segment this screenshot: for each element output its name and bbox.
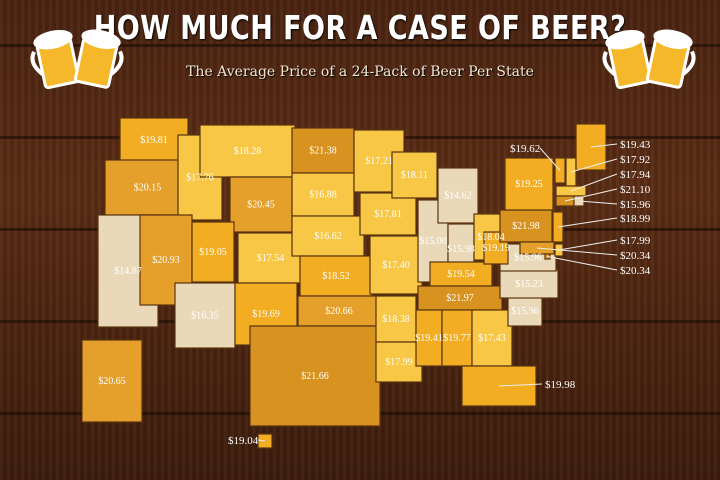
state-ok (297, 295, 381, 327)
state-wa (119, 117, 189, 163)
price-label-md: $20.34 (620, 250, 651, 262)
state-ne (291, 215, 365, 257)
state-la (375, 341, 423, 383)
state-tn (417, 285, 503, 311)
price-label-al: $19.77 (443, 333, 471, 344)
price-label-ne: $16.62 (314, 231, 342, 242)
price-label-la: $17.99 (385, 357, 413, 368)
price-label-mo: $17.40 (382, 260, 410, 271)
price-label-co: $17.54 (257, 253, 285, 264)
price-label-ok: $20.66 (325, 306, 353, 317)
page-title: HOW MUCH FOR A CASE OF BEER? (93, 8, 627, 47)
state-ak (81, 339, 143, 423)
price-label-ia: $17.81 (374, 209, 402, 220)
callout-line (547, 256, 618, 271)
price-label-wa: $19.81 (140, 135, 168, 146)
price-label-oh: $18.04 (477, 232, 505, 243)
callout-line (557, 217, 618, 228)
state-ga (471, 309, 513, 367)
state-nc (499, 269, 559, 299)
price-label-in: $15.98 (447, 244, 475, 255)
price-label-ct: $21.10 (620, 184, 651, 196)
price-label-nm: $19.69 (252, 309, 280, 320)
price-label-dc: $20.34 (620, 265, 651, 277)
price-label-ca: $14.87 (114, 266, 142, 277)
price-label-wv: $19.19 (482, 243, 510, 254)
price-label-pa: $21.98 (512, 221, 540, 232)
price-label-ma: $17.94 (620, 169, 651, 181)
state-mi (437, 167, 479, 224)
price-label-ut: $19.05 (199, 247, 227, 258)
price-label-ar: $18.38 (382, 314, 410, 325)
price-label-hi: $19.04 (228, 435, 259, 447)
callout-line (558, 239, 618, 251)
state-ut (191, 221, 235, 283)
price-label-ak: $20.65 (98, 376, 126, 387)
state-mt (199, 124, 296, 178)
price-label-tx: $21.66 (301, 371, 329, 382)
state-mo (369, 235, 423, 295)
price-label-tn: $21.97 (446, 293, 474, 304)
callout-line (498, 383, 543, 387)
callout-line (570, 158, 618, 173)
price-label-va: $15.96 (514, 253, 542, 264)
callout-line (564, 188, 618, 202)
price-label-vt: $19.62 (510, 143, 540, 155)
price-label-sc: $15.96 (511, 306, 539, 317)
page-subtitle: The Average Price of a 24-Pack of Beer P… (186, 64, 534, 80)
state-wi (391, 151, 438, 199)
price-label-ny: $19.25 (515, 179, 543, 190)
price-label-nc: $15.23 (515, 279, 543, 290)
price-label-az: $16.35 (191, 311, 219, 322)
callout-line (578, 200, 618, 205)
state-ny (504, 157, 554, 211)
callout-line (536, 247, 618, 256)
price-label-nh: $17.92 (620, 154, 650, 166)
price-label-ks: $18.52 (322, 271, 350, 282)
state-pa (499, 209, 553, 243)
price-label-ms: $19.41 (415, 333, 443, 344)
price-label-id: $17.76 (186, 173, 214, 184)
price-label-fl: $19.98 (545, 379, 576, 391)
state-ia (359, 192, 417, 236)
state-wy (229, 176, 293, 233)
price-label-ri: $15.96 (620, 199, 651, 211)
beer-mugs-icon (602, 29, 696, 90)
callout-line (539, 147, 561, 171)
state-az (174, 282, 236, 349)
callout-line (570, 173, 618, 192)
price-label-sd: $16.88 (309, 190, 337, 201)
price-label-nv: $20.93 (152, 255, 180, 266)
price-label-de: $17.99 (620, 235, 651, 247)
price-label-wy: $20.45 (247, 200, 275, 211)
price-label-ky: $19.54 (447, 269, 475, 280)
price-label-nd: $21.38 (309, 146, 337, 157)
price-label-il: $15.00 (419, 236, 447, 247)
price-label-wi: $18.11 (401, 170, 428, 181)
callout-line (590, 143, 618, 148)
price-label-mi: $14.62 (444, 191, 472, 202)
state-tx (249, 325, 381, 427)
price-label-ga: $17.43 (478, 333, 506, 344)
callout-line (257, 439, 266, 442)
state-ar (375, 295, 417, 343)
beer-mugs-icon (30, 29, 124, 90)
state-or (104, 159, 191, 216)
price-label-me: $19.43 (620, 139, 651, 151)
price-label-mt: $18.28 (234, 146, 262, 157)
price-label-mn: $17.21 (365, 156, 393, 167)
price-label-or: $20.15 (134, 183, 162, 194)
price-label-nj: $18.99 (620, 213, 651, 225)
